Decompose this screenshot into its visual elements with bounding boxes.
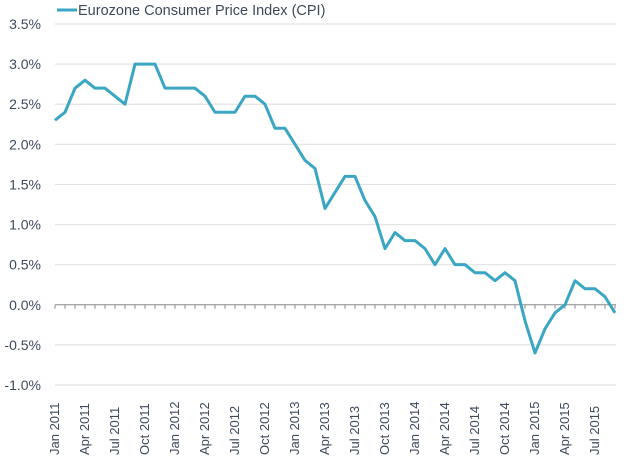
y-tick-label: -0.5% bbox=[4, 337, 41, 353]
y-tick-label: 2.0% bbox=[9, 136, 41, 152]
x-tick-label: Jul 2011 bbox=[107, 407, 122, 455]
x-tick-label: Oct 2011 bbox=[137, 403, 152, 455]
legend: Eurozone Consumer Price Index (CPI) bbox=[57, 3, 325, 19]
gridlines bbox=[55, 23, 616, 386]
y-tick-label: 1.5% bbox=[9, 176, 41, 192]
x-tick-label: Apr 2014 bbox=[437, 402, 452, 455]
x-axis-tick-labels: Jan 2011 Apr 2011 Jul 2011 Oct 2011 Jan 2012… bbox=[47, 402, 602, 456]
x-tick-label: Apr 2013 bbox=[317, 402, 332, 455]
x-tick-label: Oct 2012 bbox=[257, 402, 272, 455]
y-axis-tick-labels: 3.5% 3.0% 2.5% 2.0% 1.5% 1.0% 0.5% 0.0% -0.5% -1.… bbox=[4, 16, 41, 393]
legend-label-cpi: Eurozone Consumer Price Index (CPI) bbox=[78, 3, 325, 19]
x-tick-label: Oct 2014 bbox=[497, 402, 512, 455]
y-tick-label: 0.0% bbox=[9, 297, 41, 313]
y-tick-label: 0.5% bbox=[9, 257, 41, 273]
x-tick-label: Jul 2012 bbox=[227, 406, 242, 455]
zero-axis bbox=[54, 304, 616, 309]
x-tick-label: Jul 2014 bbox=[467, 406, 482, 455]
y-tick-label: 1.0% bbox=[9, 217, 41, 233]
x-tick-label: Oct 2013 bbox=[377, 402, 392, 455]
x-tick-label: Jan 2011 bbox=[47, 402, 62, 455]
x-tick-label: Jan 2012 bbox=[167, 402, 182, 456]
x-tick-label: Apr 2015 bbox=[557, 402, 572, 455]
y-tick-label: 2.5% bbox=[9, 96, 41, 112]
x-tick-label: Jul 2015 bbox=[587, 406, 602, 455]
y-tick-label: -1.0% bbox=[4, 377, 41, 393]
y-tick-label: 3.5% bbox=[9, 16, 41, 32]
series-line-cpi bbox=[54, 62, 617, 355]
x-tick-label: Jan 2015 bbox=[527, 402, 542, 456]
y-tick-label: 3.0% bbox=[9, 56, 41, 72]
x-tick-label: Jan 2013 bbox=[287, 402, 302, 456]
x-tick-label: Apr 2011 bbox=[77, 403, 92, 455]
x-tick-label: Jul 2013 bbox=[347, 406, 362, 455]
x-tick-label: Jan 2014 bbox=[407, 402, 422, 456]
x-tick-label: Apr 2012 bbox=[197, 402, 212, 455]
series-group bbox=[54, 62, 617, 355]
